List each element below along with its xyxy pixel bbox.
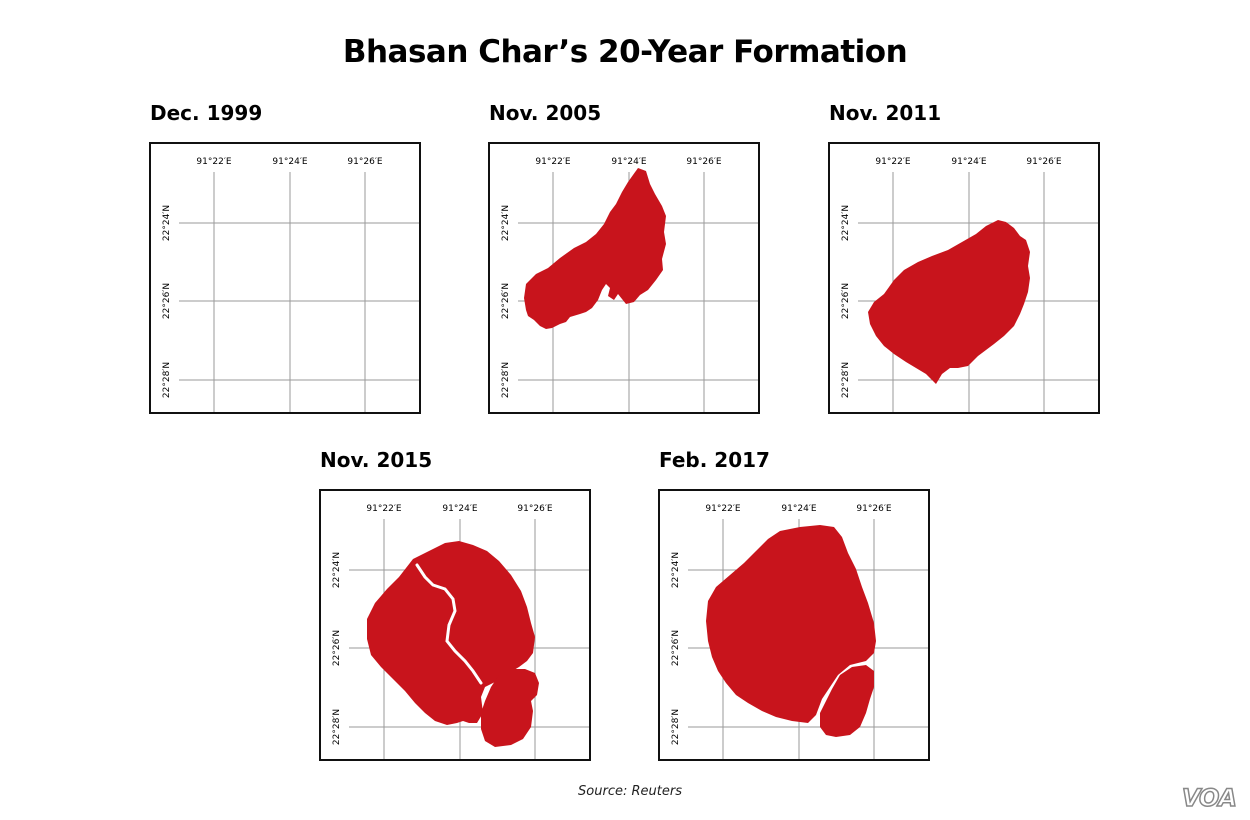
map-svg-2017: 91°22′E 91°24′E 91°26′E 22°24′N 22°26′N …	[671, 504, 928, 759]
main-title: Bhasan Char’s 20-Year Formation	[342, 34, 908, 70]
lon-label: 91°24′E	[272, 157, 307, 167]
voa-logo: VOA	[1181, 783, 1238, 813]
panel-label-2005: Nov. 2005	[489, 101, 602, 125]
panel-label-2011: Nov. 2011	[829, 101, 942, 125]
lat-label: 22°26′N	[841, 283, 851, 319]
lat-label: 22°26′N	[332, 630, 342, 666]
lat-label: 22°28′N	[162, 362, 172, 398]
lat-label: 22°24′N	[841, 205, 851, 241]
panel-label-1999: Dec. 1999	[150, 101, 263, 125]
lon-label: 91°24′E	[951, 157, 986, 167]
map-grid	[179, 172, 419, 412]
lon-label: 91°24′E	[611, 157, 646, 167]
island-landmass	[524, 168, 666, 329]
map-panel-2017: 91°22′E 91°24′E 91°26′E 22°24′N 22°26′N …	[658, 489, 930, 761]
lon-label: 91°22′E	[875, 157, 910, 167]
panel-label-2015: Nov. 2015	[320, 448, 433, 472]
lat-label: 22°28′N	[671, 709, 681, 745]
lon-label: 91°22′E	[196, 157, 231, 167]
lon-label: 91°26′E	[347, 157, 382, 167]
lon-label: 91°24′E	[442, 504, 477, 514]
island-landmass-south	[481, 669, 539, 747]
lat-label: 22°28′N	[332, 709, 342, 745]
lon-label: 91°22′E	[705, 504, 740, 514]
lat-label: 22°24′N	[332, 552, 342, 588]
lon-label: 91°26′E	[1026, 157, 1061, 167]
map-svg-2015: 91°22′E 91°24′E 91°26′E 22°24′N 22°26′N …	[332, 504, 589, 759]
lat-label: 22°24′N	[671, 552, 681, 588]
map-panel-2015: 91°22′E 91°24′E 91°26′E 22°24′N 22°26′N …	[319, 489, 591, 761]
lat-label: 22°26′N	[671, 630, 681, 666]
lon-label: 91°22′E	[535, 157, 570, 167]
lat-label: 22°24′N	[501, 205, 511, 241]
lon-label: 91°22′E	[366, 504, 401, 514]
map-panel-2011: 91°22′E 91°24′E 91°26′E 22°24′N 22°26′N …	[828, 142, 1100, 414]
lat-label: 22°28′N	[841, 362, 851, 398]
lat-label: 22°26′N	[501, 283, 511, 319]
map-panel-1999: 91°22′E 91°24′E 91°26′E 22°24′N 22°26′N …	[149, 142, 421, 414]
source-caption: Source: Reuters	[578, 784, 682, 799]
lon-label: 91°26′E	[856, 504, 891, 514]
lon-label: 91°26′E	[517, 504, 552, 514]
panel-label-2017: Feb. 2017	[659, 448, 770, 472]
map-svg-2005: 91°22′E 91°24′E 91°26′E 22°24′N 22°26′N …	[501, 157, 758, 412]
map-svg-2011: 91°22′E 91°24′E 91°26′E 22°24′N 22°26′N …	[841, 157, 1098, 412]
map-svg-1999: 91°22′E 91°24′E 91°26′E 22°24′N 22°26′N …	[162, 157, 419, 412]
lat-label: 22°26′N	[162, 283, 172, 319]
lon-label: 91°24′E	[781, 504, 816, 514]
island-landmass-main	[706, 525, 876, 723]
island-landmass-south	[820, 665, 874, 737]
lat-label: 22°28′N	[501, 362, 511, 398]
map-panel-2005: 91°22′E 91°24′E 91°26′E 22°24′N 22°26′N …	[488, 142, 760, 414]
lon-label: 91°26′E	[686, 157, 721, 167]
island-landmass-main	[367, 541, 535, 725]
lat-label: 22°24′N	[162, 205, 172, 241]
tidal-channel	[415, 563, 483, 685]
island-landmass	[868, 220, 1030, 384]
